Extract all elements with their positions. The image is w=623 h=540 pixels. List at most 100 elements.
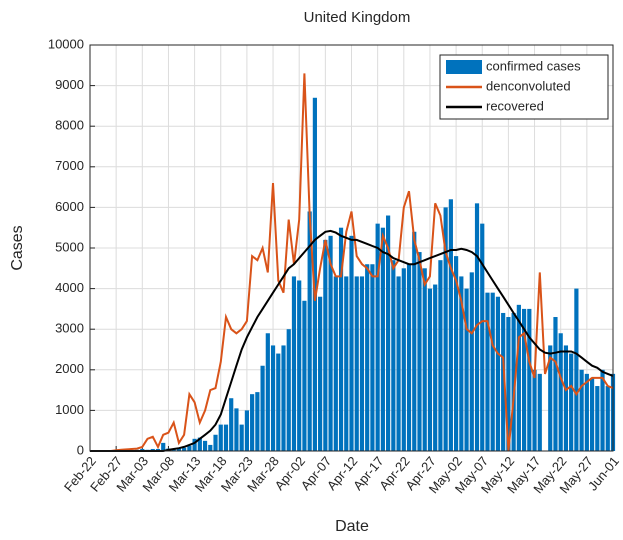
bar xyxy=(255,392,260,451)
bar xyxy=(605,386,610,451)
chart-title: United Kingdom xyxy=(304,9,411,26)
bar xyxy=(161,442,166,451)
bar xyxy=(354,276,359,451)
bar xyxy=(443,207,448,451)
bar xyxy=(380,227,385,451)
y-tick-label: 3000 xyxy=(55,321,84,336)
line xyxy=(90,73,614,452)
line xyxy=(90,229,614,452)
bar xyxy=(480,223,485,451)
bar xyxy=(291,276,297,451)
bar xyxy=(386,215,391,451)
bar xyxy=(433,284,438,451)
bar xyxy=(229,398,234,451)
bar xyxy=(155,448,161,451)
bar xyxy=(501,312,506,451)
bar xyxy=(553,317,558,451)
bar xyxy=(600,369,605,451)
bar xyxy=(276,353,281,451)
bar xyxy=(569,353,574,451)
legend-label: recovered xyxy=(486,98,544,113)
bar xyxy=(537,373,542,451)
y-tick-label: 8000 xyxy=(55,118,84,133)
y-tick-label: 1000 xyxy=(55,402,84,417)
bar xyxy=(427,288,433,451)
bar xyxy=(558,333,563,451)
bar xyxy=(391,260,396,451)
y-tick-label: 6000 xyxy=(55,199,84,214)
bar xyxy=(490,292,495,451)
bar xyxy=(459,276,464,451)
bar xyxy=(485,292,490,451)
bar xyxy=(521,308,527,451)
bar xyxy=(511,312,516,451)
bar xyxy=(474,203,480,451)
bar xyxy=(312,97,317,451)
bar xyxy=(469,272,474,451)
bar xyxy=(218,424,223,451)
bar xyxy=(302,300,307,451)
bar xyxy=(250,394,255,451)
bar xyxy=(412,231,417,451)
bar xyxy=(323,239,328,451)
bar xyxy=(197,437,202,451)
bar xyxy=(307,211,312,451)
bar xyxy=(286,329,291,451)
bar xyxy=(464,288,469,451)
bar xyxy=(579,369,584,451)
bar xyxy=(401,268,406,451)
bar xyxy=(265,333,270,451)
bar xyxy=(150,448,155,451)
bar xyxy=(406,264,412,451)
y-tick-label: 4000 xyxy=(55,280,84,295)
legend-swatch xyxy=(446,60,482,74)
bar xyxy=(448,199,453,451)
bar xyxy=(234,408,239,451)
bar xyxy=(422,268,427,451)
bar xyxy=(532,369,537,451)
bar xyxy=(344,276,349,451)
y-tick-label: 5000 xyxy=(55,239,84,254)
x-axis-label: Date xyxy=(335,518,369,535)
bar xyxy=(176,448,182,451)
bar xyxy=(244,410,249,451)
bar xyxy=(208,444,213,451)
bar xyxy=(223,424,229,451)
legend-label: confirmed cases xyxy=(486,58,581,73)
bar xyxy=(370,264,375,451)
bar xyxy=(584,373,589,451)
bar xyxy=(182,447,187,451)
bar xyxy=(495,296,501,451)
bar xyxy=(338,227,344,451)
bar xyxy=(548,345,553,451)
bar xyxy=(140,448,145,451)
bar xyxy=(589,377,595,451)
bar xyxy=(318,296,323,451)
y-tick-label: 2000 xyxy=(55,361,84,376)
bar xyxy=(375,223,380,451)
bar xyxy=(417,252,422,451)
legend-label: denconvoluted xyxy=(486,78,571,93)
bar xyxy=(595,386,600,451)
bar xyxy=(454,256,459,451)
bar xyxy=(365,264,370,451)
bar xyxy=(328,235,333,451)
bar xyxy=(239,424,244,451)
bar xyxy=(438,260,443,451)
y-tick-label: 10000 xyxy=(48,36,84,51)
y-tick-label: 9000 xyxy=(55,77,84,92)
bar xyxy=(192,438,197,451)
y-tick-label: 0 xyxy=(77,442,84,457)
bar xyxy=(297,280,302,451)
bar xyxy=(213,434,218,451)
bar xyxy=(359,276,365,451)
bar xyxy=(260,365,265,451)
bar xyxy=(333,276,338,451)
bar xyxy=(270,345,276,451)
bar xyxy=(516,304,521,451)
plot-frame xyxy=(89,44,614,452)
bar xyxy=(187,445,192,451)
bar xyxy=(574,288,579,451)
bar xyxy=(281,345,286,451)
